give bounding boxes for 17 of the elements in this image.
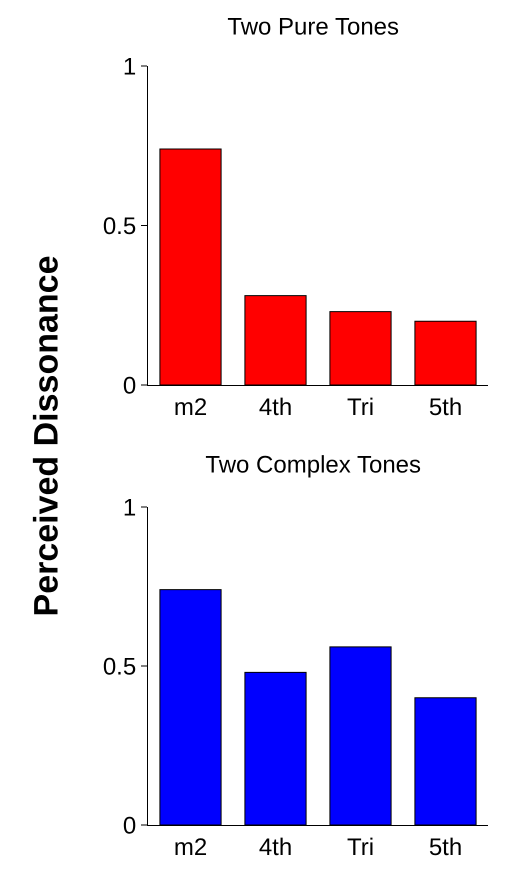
x-tick-label: 5th (428, 834, 462, 861)
x-tick-label: 4th (258, 394, 292, 421)
x-tick-label: 4th (258, 834, 292, 861)
y-tick-label: 1 (122, 53, 136, 80)
y-tick-label: 1 (122, 494, 136, 522)
y-tick-label: 0 (122, 812, 136, 840)
y-tick-label: 0.5 (102, 653, 136, 680)
x-tick-label: 5th (428, 394, 462, 421)
chart-title: Two Complex Tones (205, 451, 422, 478)
x-tick-label: m2 (174, 834, 208, 861)
x-tick-label: m2 (174, 394, 208, 421)
x-tick-label: Tri (346, 394, 374, 421)
y-tick-label: 0.5 (102, 212, 136, 240)
y-tick-label: 0 (122, 372, 136, 400)
y-axis-title: Perceived Dissonance (28, 256, 66, 616)
chart-title: Two Pure Tones (227, 13, 400, 40)
x-tick-label: Tri (346, 834, 374, 861)
